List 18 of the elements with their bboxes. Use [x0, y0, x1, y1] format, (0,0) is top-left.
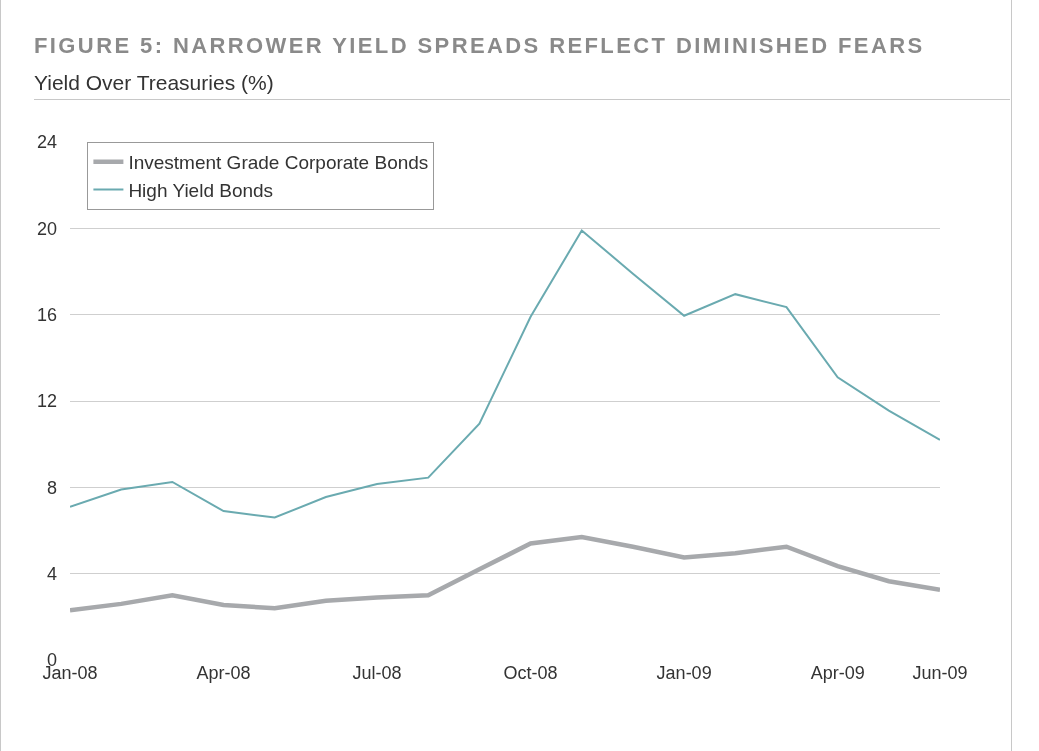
- y-tick-label: 20: [36, 218, 57, 239]
- legend-label: High Yield Bonds: [128, 179, 274, 201]
- y-tick-label: 8: [46, 477, 57, 498]
- y-tick-label: 16: [36, 304, 57, 325]
- y-tick-label: 4: [46, 563, 57, 584]
- x-tick-label: Oct-08: [503, 663, 558, 683]
- legend-label: Investment Grade Corporate Bonds: [128, 152, 429, 174]
- y-tick-label: 12: [36, 391, 57, 412]
- x-tick-label: Apr-08: [196, 663, 251, 683]
- line-series: [70, 229, 940, 519]
- x-tick-label: Jun-09: [912, 663, 968, 683]
- chart-title: FIGURE 5: NARROWER YIELD SPREADS REFLECT DIMINISHED FEARS: [34, 33, 925, 59]
- y-tick-label: 24: [36, 132, 57, 153]
- x-tick-label: Apr-09: [810, 663, 865, 683]
- x-tick-label: Jul-08: [352, 663, 402, 683]
- x-tick-label: Jan-09: [656, 663, 712, 683]
- chart-subtitle: Yield Over Treasuries (%): [34, 71, 1010, 100]
- line-series: [70, 534, 940, 613]
